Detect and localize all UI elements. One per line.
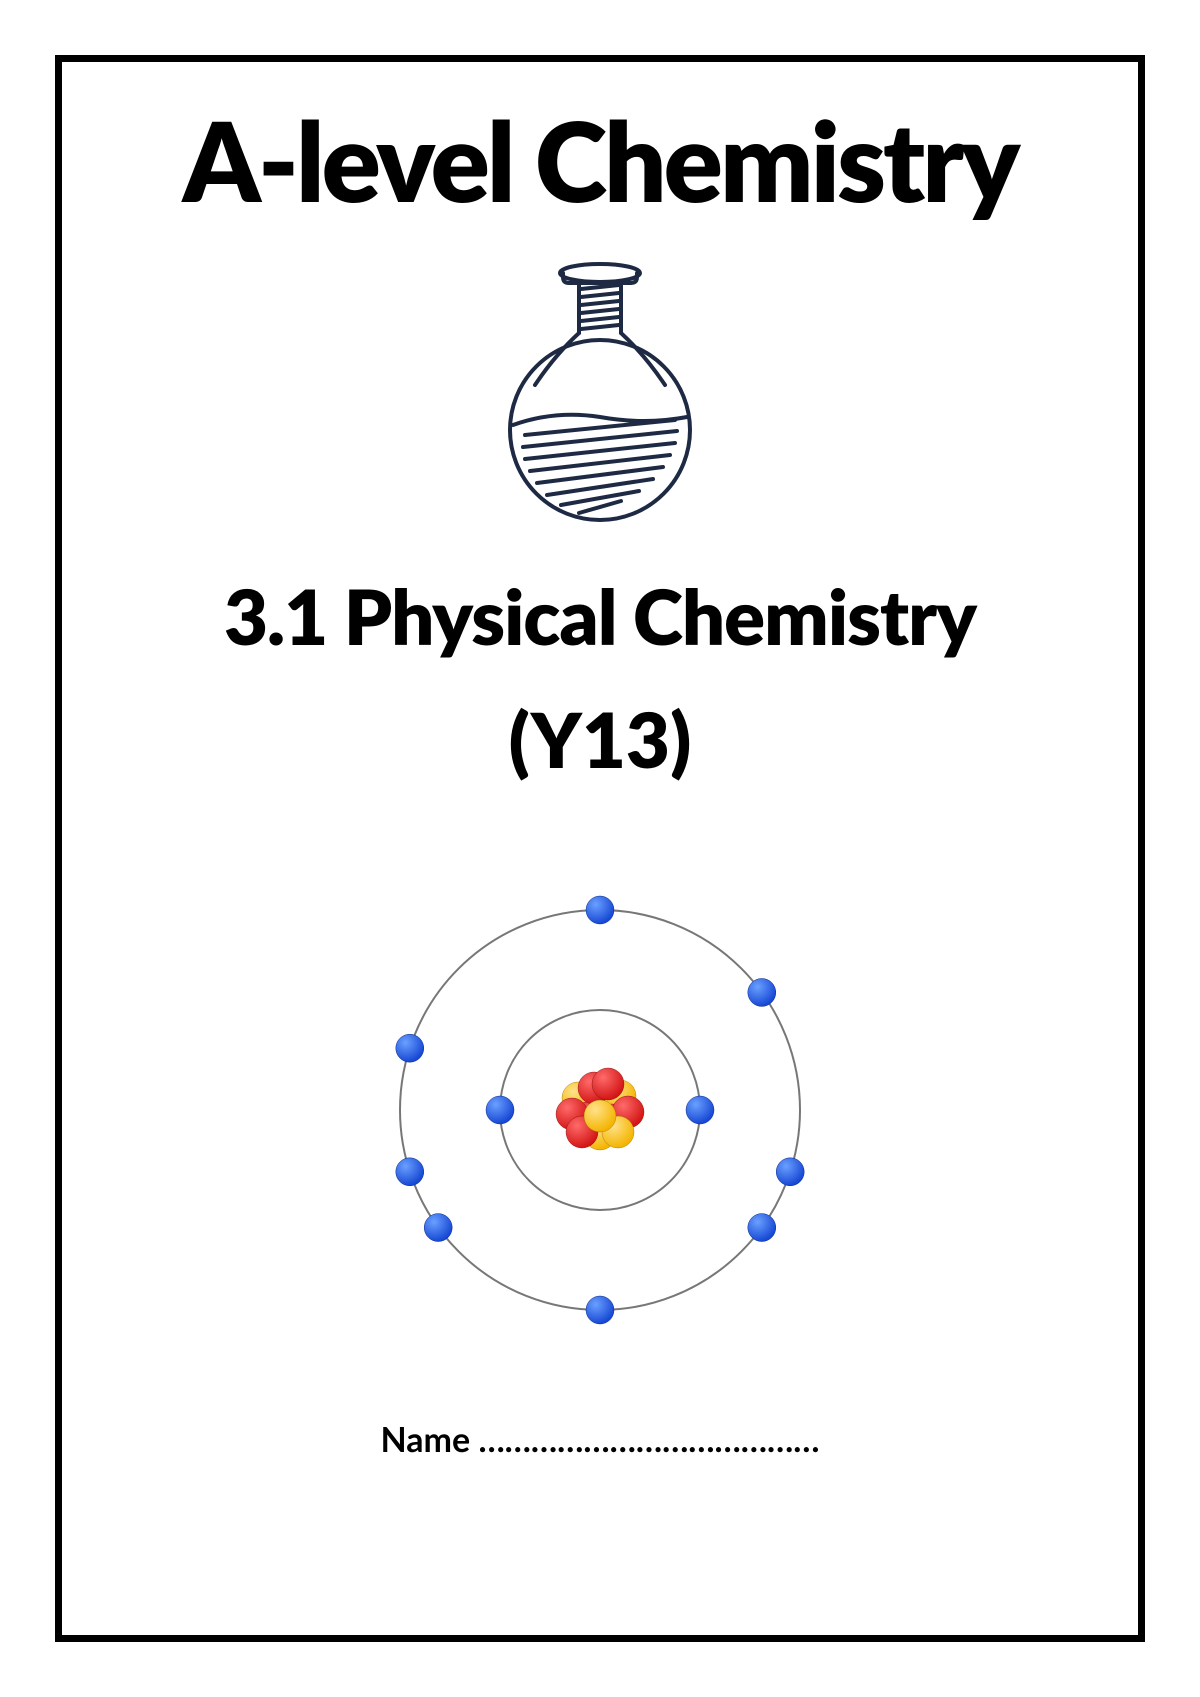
name-field[interactable]: Name ………………………………… [381,1419,820,1460]
name-dots: ………………………………… [478,1419,819,1460]
section-year: (Y13) [509,694,692,785]
section-unit-title: 3.1 Physical Chemistry [224,569,976,664]
name-label: Name [381,1419,471,1460]
atom-diagram [365,875,835,1349]
flask-icon [485,255,715,529]
main-title: A-level Chemistry [183,105,1018,215]
cover-content: A-level Chemistry [55,55,1145,1642]
